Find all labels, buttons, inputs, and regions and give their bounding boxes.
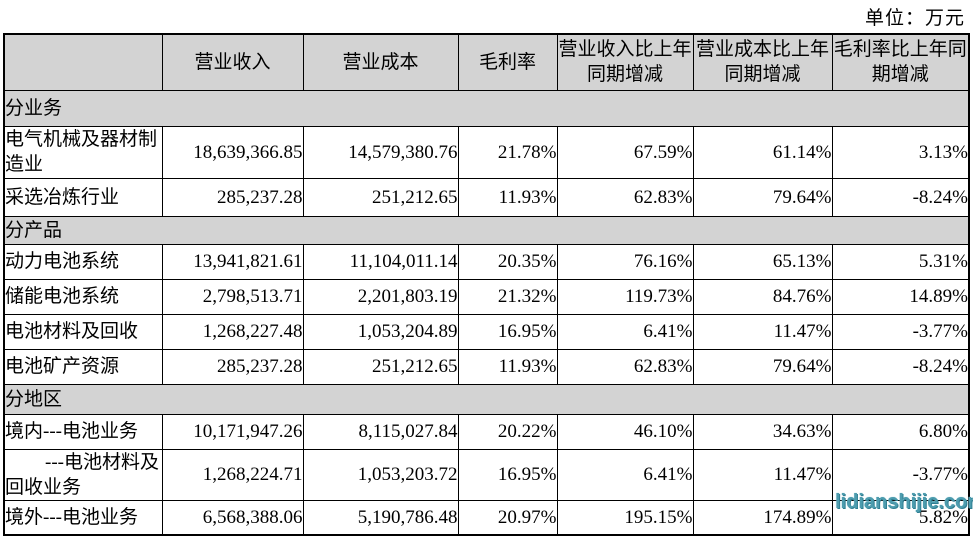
cell-cost-yoy: 79.64%: [692, 348, 833, 385]
header-gross-margin: 毛利率: [457, 33, 558, 91]
cell-revenue-yoy: 62.83%: [556, 177, 694, 217]
cell-cost: 5,190,786.48: [302, 499, 459, 536]
cell-revenue-yoy: 62.83%: [556, 348, 694, 385]
header-row: 营业收入 营业成本 毛利率 营业收入比上年同期增减 营业成本比上年同期增减 毛利…: [3, 33, 970, 91]
cell-cost-yoy: 34.63%: [692, 413, 833, 450]
section-title: 分产品: [3, 215, 970, 245]
table-row: 电气机械及器材制造业 18,639,366.85 14,579,380.76 2…: [3, 125, 970, 179]
cell-cost-yoy: 61.14%: [692, 125, 833, 179]
cell-cost-yoy: 11.47%: [692, 448, 833, 501]
section-title: 分地区: [3, 383, 970, 415]
table-row: 境外---电池业务 6,568,388.06 5,190,786.48 20.9…: [3, 499, 970, 536]
cell-revenue: 285,237.28: [161, 177, 304, 217]
cell-revenue: 10,171,947.26: [161, 413, 304, 450]
cell-cost-yoy: 79.64%: [692, 177, 833, 217]
section-row-region: 分地区: [3, 383, 970, 415]
cell-revenue-yoy: 119.73%: [556, 278, 694, 315]
cell-margin-yoy: 6.80%: [831, 413, 970, 450]
cell-gross-margin: 20.97%: [457, 499, 558, 536]
cell-revenue: 13,941,821.61: [161, 243, 304, 280]
section-title: 分业务: [3, 89, 970, 127]
row-label: 电气机械及器材制造业: [3, 125, 163, 179]
cell-gross-margin: 20.35%: [457, 243, 558, 280]
section-row-business: 分业务: [3, 89, 970, 127]
cell-margin-yoy: -3.77%: [831, 448, 970, 501]
cell-cost: 251,212.65: [302, 177, 459, 217]
cell-gross-margin: 20.22%: [457, 413, 558, 450]
cell-revenue: 2,798,513.71: [161, 278, 304, 315]
cell-cost-yoy: 84.76%: [692, 278, 833, 315]
cell-gross-margin: 16.95%: [457, 448, 558, 501]
table-row: 电池矿产资源 285,237.28 251,212.65 11.93% 62.8…: [3, 348, 970, 385]
row-label: 境外---电池业务: [3, 499, 163, 536]
header-empty: [3, 33, 163, 91]
unit-label: 单位：万元: [864, 8, 965, 29]
header-cost: 营业成本: [302, 33, 459, 91]
row-label: ---电池材料及回收业务: [3, 448, 163, 501]
cell-cost: 8,115,027.84: [302, 413, 459, 450]
cell-revenue: 1,268,224.71: [161, 448, 304, 501]
section-row-product: 分产品: [3, 215, 970, 245]
table-row: 动力电池系统 13,941,821.61 11,104,011.14 20.35…: [3, 243, 970, 280]
cell-margin-yoy: -3.77%: [831, 313, 970, 350]
cell-revenue: 18,639,366.85: [161, 125, 304, 179]
cell-revenue-yoy: 46.10%: [556, 413, 694, 450]
header-revenue: 营业收入: [161, 33, 304, 91]
row-label: 电池矿产资源: [3, 348, 163, 385]
cell-gross-margin: 21.32%: [457, 278, 558, 315]
cell-cost-yoy: 65.13%: [692, 243, 833, 280]
cell-cost-yoy: 11.47%: [692, 313, 833, 350]
cell-margin-yoy: -8.24%: [831, 348, 970, 385]
table-row: 境内---电池业务 10,171,947.26 8,115,027.84 20.…: [3, 413, 970, 450]
cell-gross-margin: 11.93%: [457, 348, 558, 385]
header-cost-yoy: 营业成本比上年同期增减: [692, 33, 833, 91]
cell-cost: 251,212.65: [302, 348, 459, 385]
cell-revenue-yoy: 6.41%: [556, 313, 694, 350]
header-revenue-yoy: 营业收入比上年同期增减: [556, 33, 694, 91]
cell-cost: 1,053,203.72: [302, 448, 459, 501]
cell-gross-margin: 16.95%: [457, 313, 558, 350]
cell-margin-yoy: 5.31%: [831, 243, 970, 280]
table-row: ---电池材料及回收业务 1,268,224.71 1,053,203.72 1…: [3, 448, 970, 501]
cell-cost: 14,579,380.76: [302, 125, 459, 179]
cell-margin-yoy: 14.89%: [831, 278, 970, 315]
cell-margin-yoy: 5.82%: [831, 499, 970, 536]
cell-revenue-yoy: 195.15%: [556, 499, 694, 536]
segment-results-table: 营业收入 营业成本 毛利率 营业收入比上年同期增减 营业成本比上年同期增减 毛利…: [3, 33, 970, 536]
row-label: 动力电池系统: [3, 243, 163, 280]
cell-margin-yoy: 3.13%: [831, 125, 970, 179]
cell-revenue: 1,268,227.48: [161, 313, 304, 350]
cell-cost: 2,201,803.19: [302, 278, 459, 315]
row-label: 境内---电池业务: [3, 413, 163, 450]
cell-margin-yoy: -8.24%: [831, 177, 970, 217]
cell-gross-margin: 21.78%: [457, 125, 558, 179]
cell-revenue-yoy: 76.16%: [556, 243, 694, 280]
cell-revenue: 285,237.28: [161, 348, 304, 385]
cell-revenue-yoy: 6.41%: [556, 448, 694, 501]
cell-cost-yoy: 174.89%: [692, 499, 833, 536]
cell-revenue: 6,568,388.06: [161, 499, 304, 536]
cell-revenue-yoy: 67.59%: [556, 125, 694, 179]
table-row: 采选冶炼行业 285,237.28 251,212.65 11.93% 62.8…: [3, 177, 970, 217]
cell-cost: 1,053,204.89: [302, 313, 459, 350]
row-label: 采选冶炼行业: [3, 177, 163, 217]
row-label: 电池材料及回收: [3, 313, 163, 350]
cell-cost: 11,104,011.14: [302, 243, 459, 280]
header-margin-yoy: 毛利率比上年同期增减: [831, 33, 970, 91]
row-label: 储能电池系统: [3, 278, 163, 315]
watermark: lidianshijie.com: [835, 491, 973, 513]
table-row: 储能电池系统 2,798,513.71 2,201,803.19 21.32% …: [3, 278, 970, 315]
cell-gross-margin: 11.93%: [457, 177, 558, 217]
table-row: 电池材料及回收 1,268,227.48 1,053,204.89 16.95%…: [3, 313, 970, 350]
